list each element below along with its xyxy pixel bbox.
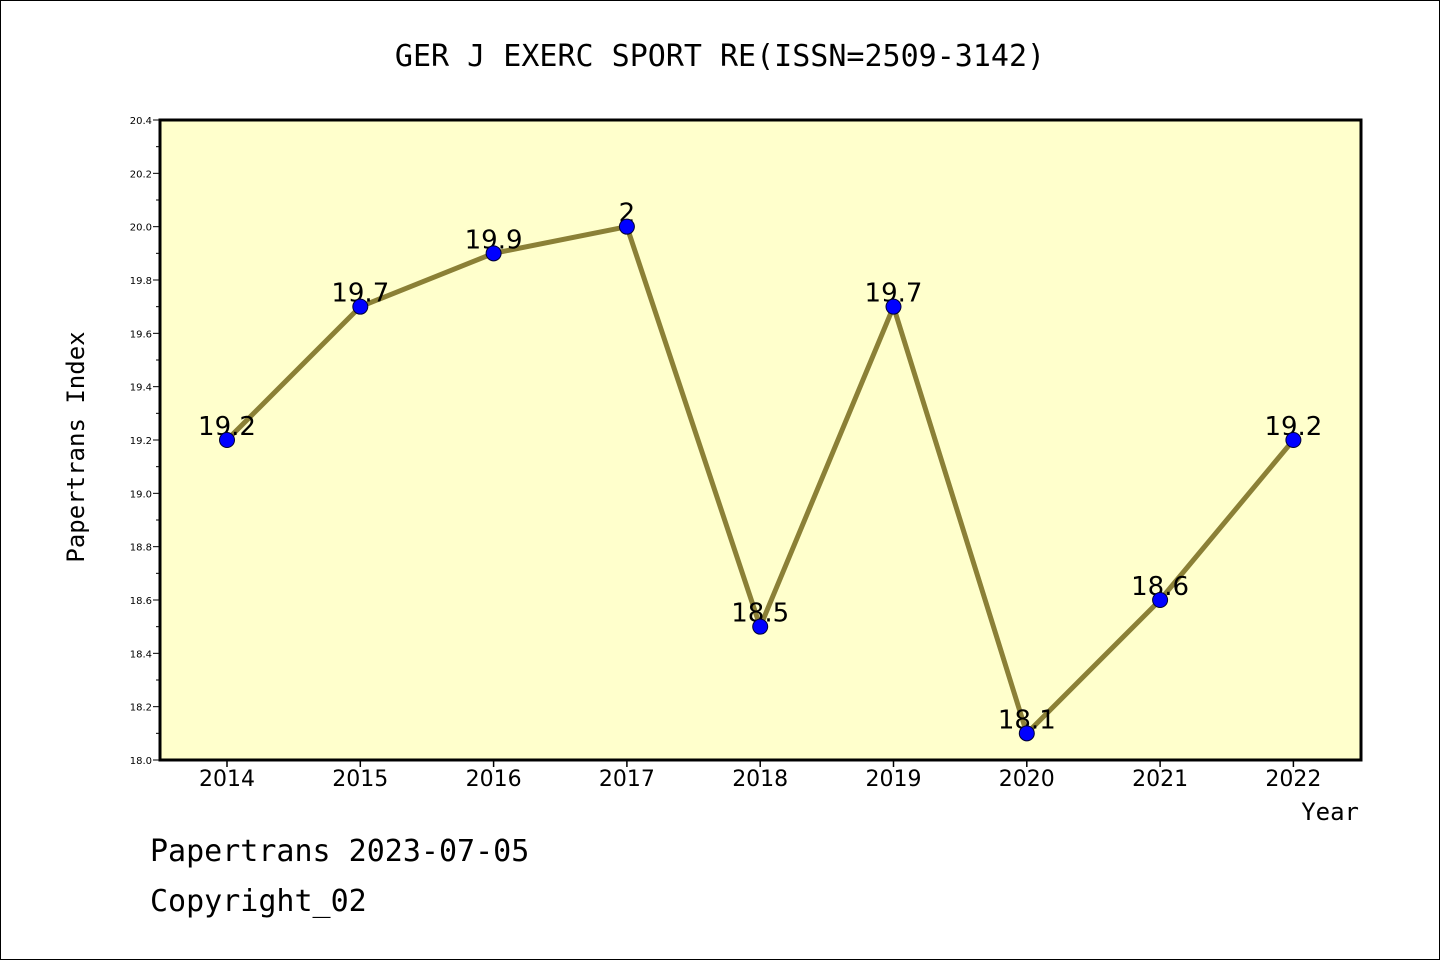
x-tick-label: 2018 — [732, 767, 788, 792]
x-tick-label: 2022 — [1265, 767, 1321, 792]
data-point — [1285, 432, 1302, 448]
x-tick-label: 2021 — [1132, 767, 1188, 792]
y-tick-label: 18.0 — [130, 756, 152, 767]
data-point — [352, 298, 369, 315]
y-tick-label: 19.2 — [130, 436, 152, 447]
y-tick-label: 20.2 — [130, 169, 152, 180]
x-tick-label: 2015 — [332, 767, 388, 792]
y-tick-label: 18.2 — [130, 703, 152, 714]
data-point — [752, 618, 769, 635]
x-tick-label: 2017 — [599, 767, 655, 792]
x-tick-label: 2019 — [866, 767, 922, 792]
chart-title: GER J EXERC SPORT RE(ISSN=2509-3142) — [395, 39, 1045, 74]
plot-area — [160, 120, 1361, 760]
plot-border — [158, 118, 1363, 762]
x-tick-label: 2020 — [999, 767, 1055, 792]
x-axis-ticks: 2014 2015 2016 2017 2018 2019 2020 2021 2022 — [199, 760, 1321, 792]
data-point — [1018, 725, 1035, 742]
footer-date: Papertrans 2023-07-05 — [150, 834, 530, 869]
y-tick-label: 19.0 — [130, 489, 152, 500]
y-tick-label: 18.6 — [130, 596, 152, 607]
y-axis-ticks: 18.0 18.2 18.4 18.6 18.8 19.0 19.2 19.4 19.6 19.8… — [130, 116, 160, 767]
footer-copyright: Copyright_02 — [150, 884, 367, 919]
y-tick-label: 19.4 — [130, 383, 152, 394]
data-point — [219, 432, 235, 448]
y-tick-label: 18.4 — [130, 649, 152, 660]
y-tick-label: 19.6 — [130, 329, 152, 340]
y-tick-label: 19.8 — [130, 276, 152, 287]
data-point — [885, 298, 902, 315]
x-tick-label: 2016 — [466, 767, 522, 792]
y-tick-label: 18.8 — [130, 543, 152, 554]
x-axis-label: Year — [1301, 798, 1359, 826]
y-tick-label: 20.4 — [130, 116, 152, 127]
data-point — [618, 218, 635, 235]
data-point — [1152, 592, 1169, 608]
y-axis-label: Papertrans Index — [62, 331, 90, 562]
data-point — [485, 245, 502, 262]
x-tick-label: 2014 — [199, 767, 255, 792]
y-tick-label: 20.0 — [130, 223, 152, 234]
